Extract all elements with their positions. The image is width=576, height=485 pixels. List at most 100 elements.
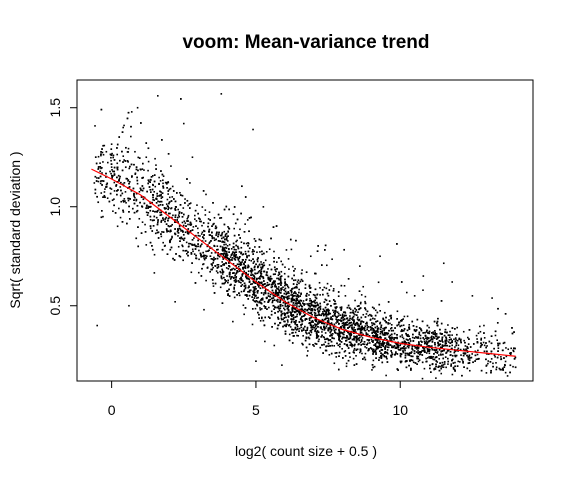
data-point	[164, 218, 166, 220]
data-point	[174, 259, 176, 261]
data-point	[468, 338, 470, 340]
data-point	[354, 364, 356, 366]
data-point	[414, 337, 416, 339]
data-point	[156, 202, 158, 204]
data-point	[329, 335, 331, 337]
data-point	[245, 265, 247, 267]
data-point	[209, 234, 211, 236]
data-point	[486, 365, 488, 367]
data-point	[454, 362, 456, 364]
data-point	[465, 345, 467, 347]
data-point	[233, 288, 235, 290]
data-point	[391, 327, 393, 329]
data-point	[238, 264, 240, 266]
data-point	[141, 205, 143, 207]
data-point	[326, 326, 328, 328]
data-point	[244, 261, 246, 263]
data-point	[213, 245, 215, 247]
data-point	[227, 282, 229, 284]
data-point	[300, 281, 302, 283]
data-point	[317, 309, 319, 311]
data-point	[424, 341, 426, 343]
data-point	[324, 323, 326, 325]
data-point	[434, 332, 436, 334]
data-point	[162, 242, 164, 244]
data-point	[389, 336, 391, 338]
data-point	[347, 320, 349, 322]
data-point	[398, 345, 400, 347]
data-point	[197, 232, 199, 234]
data-point	[316, 334, 318, 336]
data-point	[360, 329, 362, 331]
data-point	[354, 300, 356, 302]
data-point	[309, 298, 311, 300]
data-point	[300, 300, 302, 302]
data-point	[237, 258, 239, 260]
data-point	[348, 347, 350, 349]
data-point	[435, 363, 437, 365]
data-point	[382, 354, 384, 356]
data-point	[127, 198, 129, 200]
data-point	[301, 319, 303, 321]
data-point	[101, 167, 103, 169]
data-point	[515, 366, 517, 368]
data-point	[227, 226, 229, 228]
data-point	[391, 330, 393, 332]
data-point	[393, 339, 395, 341]
data-point	[267, 277, 269, 279]
data-point	[198, 218, 200, 220]
data-point	[307, 327, 309, 329]
data-point	[284, 321, 286, 323]
data-point	[123, 211, 125, 213]
y-axis-label: Sqrt( standard deviation )	[7, 151, 23, 308]
data-point	[274, 284, 276, 286]
data-point	[384, 312, 386, 314]
data-point	[310, 330, 312, 332]
data-point	[314, 300, 316, 302]
data-point	[502, 349, 504, 351]
data-point	[375, 309, 377, 311]
data-point	[375, 357, 377, 359]
data-point	[409, 360, 411, 362]
data-point	[209, 229, 211, 231]
data-point	[264, 324, 266, 326]
data-point	[381, 349, 383, 351]
data-point	[502, 369, 504, 371]
data-point	[117, 144, 119, 146]
data-point	[192, 239, 194, 241]
data-point	[263, 206, 265, 208]
data-point	[265, 260, 267, 262]
data-point	[238, 292, 240, 294]
data-point	[468, 362, 470, 364]
data-point	[400, 336, 402, 338]
data-point	[228, 209, 230, 211]
data-point	[314, 294, 316, 296]
data-point	[512, 366, 514, 368]
data-point	[291, 288, 293, 290]
data-point	[319, 282, 321, 284]
data-point	[279, 273, 281, 275]
data-point	[229, 295, 231, 297]
data-point	[142, 221, 144, 223]
data-point	[211, 263, 213, 265]
data-point	[480, 345, 482, 347]
data-point	[266, 297, 268, 299]
data-point	[302, 335, 304, 337]
data-point	[239, 261, 241, 263]
data-point	[451, 342, 453, 344]
data-point	[232, 257, 234, 259]
data-point	[474, 360, 476, 362]
data-point	[354, 324, 356, 326]
data-point	[221, 269, 223, 271]
data-point	[259, 239, 261, 241]
data-point	[252, 249, 254, 251]
data-point	[167, 253, 169, 255]
data-point	[350, 342, 352, 344]
data-point	[228, 228, 230, 230]
data-point	[177, 228, 179, 230]
data-point	[324, 301, 326, 303]
data-point	[250, 274, 252, 276]
data-point	[332, 315, 334, 317]
data-point	[334, 331, 336, 333]
data-point	[267, 268, 269, 270]
